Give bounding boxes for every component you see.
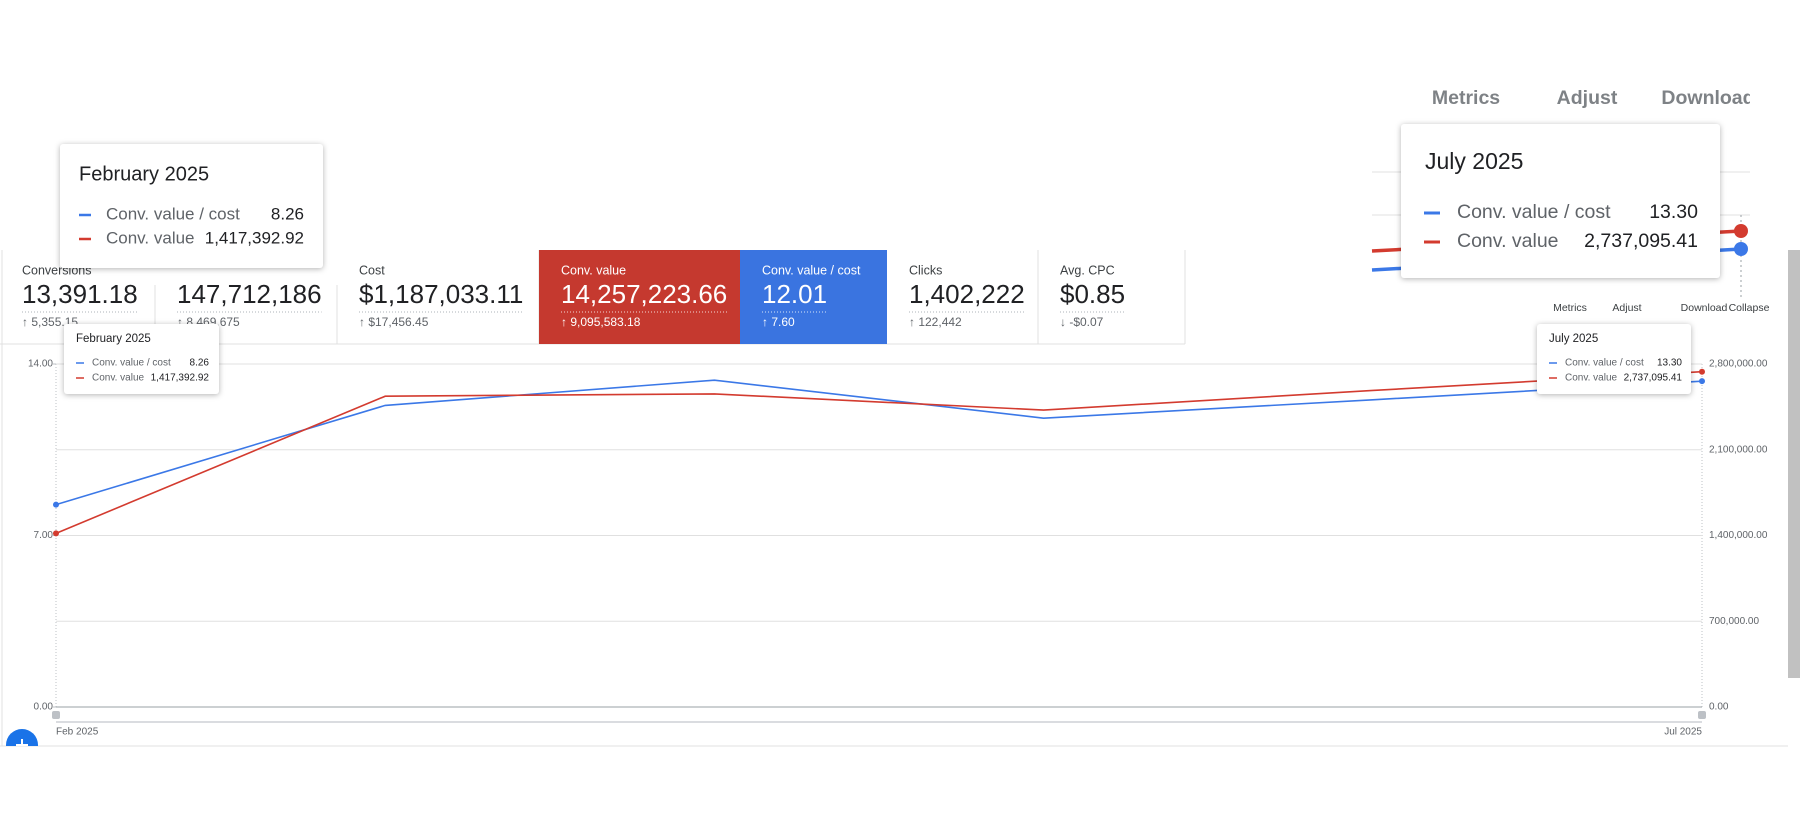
tooltip: February 2025 Conv. value / cost 8.26 Conv.…: [64, 324, 219, 394]
tooltip-box: [1537, 324, 1691, 394]
card-value: 147,712,186: [177, 279, 322, 309]
toolbar-button[interactable]: Download: [1681, 302, 1728, 314]
card-change: ↑ 9,095,583.18: [561, 315, 641, 329]
card-change: ↑ 7.60: [762, 315, 795, 329]
y-tick-label: 7.00: [34, 530, 54, 541]
metric-card[interactable]: Conv. value 14,257,223.66 ↑ 9,095,583.18: [539, 250, 740, 344]
tooltip-series-name: Conv. value / cost: [1457, 201, 1611, 223]
x-tick-label: Feb 2025: [56, 727, 99, 738]
card-change: ↑ $17,456.45: [359, 315, 429, 329]
card-label: Conv. value: [561, 263, 626, 277]
card-change: ↑ 122,442: [909, 315, 962, 329]
tooltip-value: 1,417,392.92: [205, 228, 304, 247]
tooltip-box: [1401, 124, 1720, 278]
card-background: [740, 250, 887, 344]
y2-tick-label: 0.00: [1709, 702, 1729, 713]
tooltip-series-name: Conv. value / cost: [106, 204, 240, 223]
series-line: [55, 379, 1703, 506]
fab[interactable]: [6, 729, 38, 761]
tooltip-value: 13.30: [1649, 201, 1698, 223]
tooltip-title: July 2025: [1549, 333, 1598, 345]
tooltip-value: 8.26: [190, 358, 210, 369]
series-point: [1699, 368, 1705, 375]
scrollbar[interactable]: [1788, 250, 1800, 678]
x-scroll-handle[interactable]: [52, 711, 60, 719]
toolbar-button[interactable]: Collapse: [1729, 302, 1770, 314]
zoom-point: [1734, 242, 1748, 256]
tooltip-series-name: Conv. value / cost: [92, 358, 171, 369]
y-tick-label: 14.00: [28, 359, 53, 370]
tooltip-value: 1,417,392.92: [151, 373, 210, 384]
tooltip-title: February 2025: [76, 333, 151, 345]
tooltip-series-name: Conv. value: [92, 373, 145, 384]
y2-tick-label: 2,800,000.00: [1709, 359, 1768, 370]
metric-card[interactable]: Avg. CPC $0.85 ↓ -$0.07: [1060, 250, 1186, 344]
y2-tick-label: 2,100,000.00: [1709, 444, 1768, 455]
tooltip-title: July 2025: [1425, 148, 1523, 174]
zoom-tooltip: July 2025 Conv. value / cost 13.30 Conv. va…: [1401, 124, 1720, 278]
metric-card[interactable]: 147,712,186↑ 8,469,675: [177, 279, 338, 344]
card-label: Clicks: [909, 263, 942, 277]
card-value: $1,187,033.11: [359, 279, 523, 309]
tooltip-box: [64, 324, 219, 394]
tooltip-box: [60, 144, 323, 268]
card-value: 13,391.18: [22, 279, 138, 309]
series-point: [53, 530, 59, 537]
series-point: [1699, 378, 1705, 385]
zoom-toolbar-text: Metrics: [1432, 87, 1500, 109]
zoom-tooltip: February 2025 Conv. value / cost 8.26 Conv.…: [60, 144, 323, 268]
toolbar-button[interactable]: Adjust: [1612, 302, 1641, 314]
card-value: 12.01: [762, 279, 827, 309]
x-scroll-handle[interactable]: [1698, 711, 1706, 719]
card-value: $0.85: [1060, 279, 1125, 309]
panel: [0, 250, 1788, 746]
tooltip-value: 13.30: [1657, 358, 1682, 369]
tooltip-value: 2,737,095.41: [1584, 230, 1698, 252]
y2-tick-label: 700,000.00: [1709, 616, 1759, 627]
card-label: Avg. CPC: [1060, 263, 1115, 277]
zoom-toolbar-text: Download: [1661, 87, 1754, 109]
tooltip: July 2025 Conv. value / cost 13.30 Conv. va…: [1537, 324, 1691, 394]
zoom-point: [1734, 224, 1748, 238]
tooltip-title: February 2025: [79, 163, 209, 185]
x-tick-label: Jul 2025: [1664, 727, 1702, 738]
tooltip-value: 2,737,095.41: [1624, 373, 1683, 384]
add-button[interactable]: [6, 729, 38, 761]
metric-card[interactable]: Cost $1,187,033.11 ↑ $17,456.45: [359, 250, 540, 344]
metric-card[interactable]: Clicks 1,402,222 ↑ 122,442: [909, 250, 1039, 344]
tooltip-series-name: Conv. value: [1457, 230, 1559, 252]
card-change: ↓ -$0.07: [1060, 315, 1104, 329]
zoom-toolbar-text: Adjust: [1557, 87, 1618, 109]
tooltip-value: 8.26: [271, 204, 304, 223]
tooltip-series-name: Conv. value: [106, 228, 195, 247]
card-value: 1,402,222: [909, 279, 1025, 309]
card-label: Cost: [359, 263, 385, 277]
series-line: [55, 370, 1703, 535]
series-point: [53, 501, 59, 508]
card-change: ↑ 5,355.15: [22, 315, 78, 329]
card-background: [539, 250, 740, 344]
metric-card[interactable]: Conv. value / cost 12.01 ↑ 7.60: [740, 250, 887, 344]
y2-tick-label: 1,400,000.00: [1709, 530, 1768, 541]
tooltip-series-name: Conv. value: [1565, 373, 1618, 384]
tooltip-series-name: Conv. value / cost: [1565, 358, 1644, 369]
toolbar-button[interactable]: Metrics: [1553, 302, 1587, 314]
card-label: Conv. value / cost: [762, 263, 861, 277]
y-tick-label: 0.00: [34, 702, 54, 713]
card-value: 14,257,223.66: [561, 279, 727, 309]
